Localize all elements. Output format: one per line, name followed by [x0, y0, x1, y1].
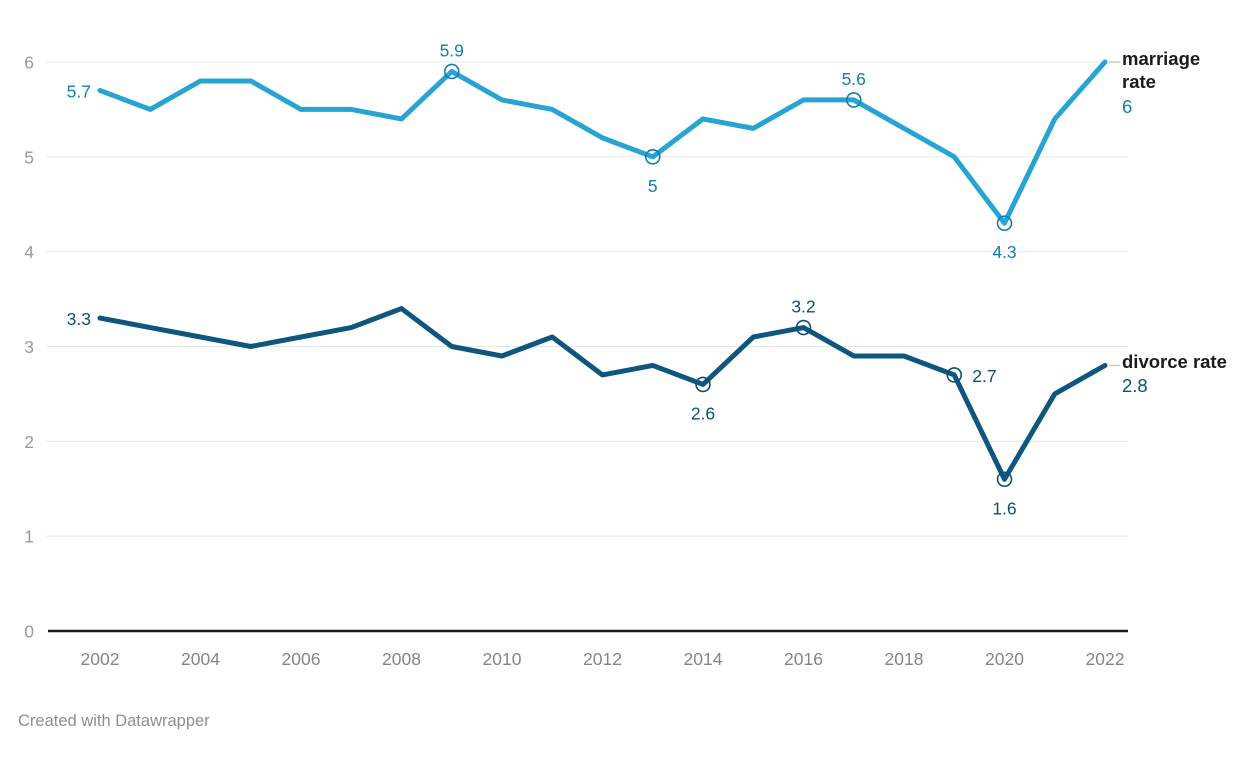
- x-tick-label: 2004: [181, 649, 220, 669]
- datawrapper-credit: Created with Datawrapper: [18, 712, 210, 730]
- legend-divorce: divorce rate 2.8: [1122, 350, 1234, 398]
- series-line-marriage-rate: [97, 59, 1108, 226]
- x-tick-label: 2002: [81, 649, 120, 669]
- point-label: 5.6: [842, 69, 866, 89]
- point-marker: [946, 367, 963, 383]
- point-marker: [795, 319, 812, 336]
- y-tick-label: 5: [24, 147, 34, 167]
- x-tick-label: 2018: [885, 649, 924, 669]
- x-tick-label: 2012: [583, 649, 622, 669]
- point-marker: [695, 376, 711, 393]
- point-marker: [845, 92, 862, 108]
- point-label: 4.3: [992, 242, 1016, 262]
- legend-marriage: marriage rate 6: [1122, 47, 1234, 119]
- point-label: 3.3: [67, 309, 91, 329]
- point-marker: [443, 63, 460, 80]
- legend-divorce-value: 2.8: [1122, 375, 1148, 397]
- y-tick-label: 1: [24, 527, 34, 547]
- x-tick-label: 2022: [1086, 649, 1125, 669]
- series-line-divorce-rate: [97, 306, 1108, 482]
- x-tick-label: 2010: [483, 649, 522, 669]
- legend-marriage-value: 6: [1122, 95, 1133, 117]
- y-tick-label: 2: [24, 432, 34, 452]
- point-label: 3.2: [791, 297, 815, 317]
- y-tick-label: 4: [24, 242, 34, 262]
- point-marker: [996, 215, 1013, 232]
- x-tick-label: 2014: [684, 649, 723, 669]
- point-label: 5.9: [440, 40, 464, 60]
- x-tick-label: 2006: [282, 649, 321, 669]
- point-label: 2.6: [691, 403, 715, 423]
- point-label: 5: [648, 176, 658, 196]
- point-label: 2.7: [972, 366, 996, 386]
- y-tick-label: 6: [24, 53, 34, 73]
- x-tick-label: 2016: [784, 649, 823, 669]
- x-tick-label: 2008: [382, 649, 421, 669]
- y-tick-label: 0: [24, 622, 34, 642]
- point-marker: [644, 149, 661, 165]
- point-marker: [996, 471, 1013, 488]
- x-tick-label: 2020: [985, 649, 1024, 669]
- y-tick-label: 3: [24, 337, 34, 357]
- legend-divorce-title: divorce rate: [1122, 351, 1227, 372]
- point-label: 5.7: [67, 81, 91, 101]
- point-label: 1.6: [992, 498, 1016, 518]
- legend-marriage-title: marriage rate: [1122, 48, 1201, 93]
